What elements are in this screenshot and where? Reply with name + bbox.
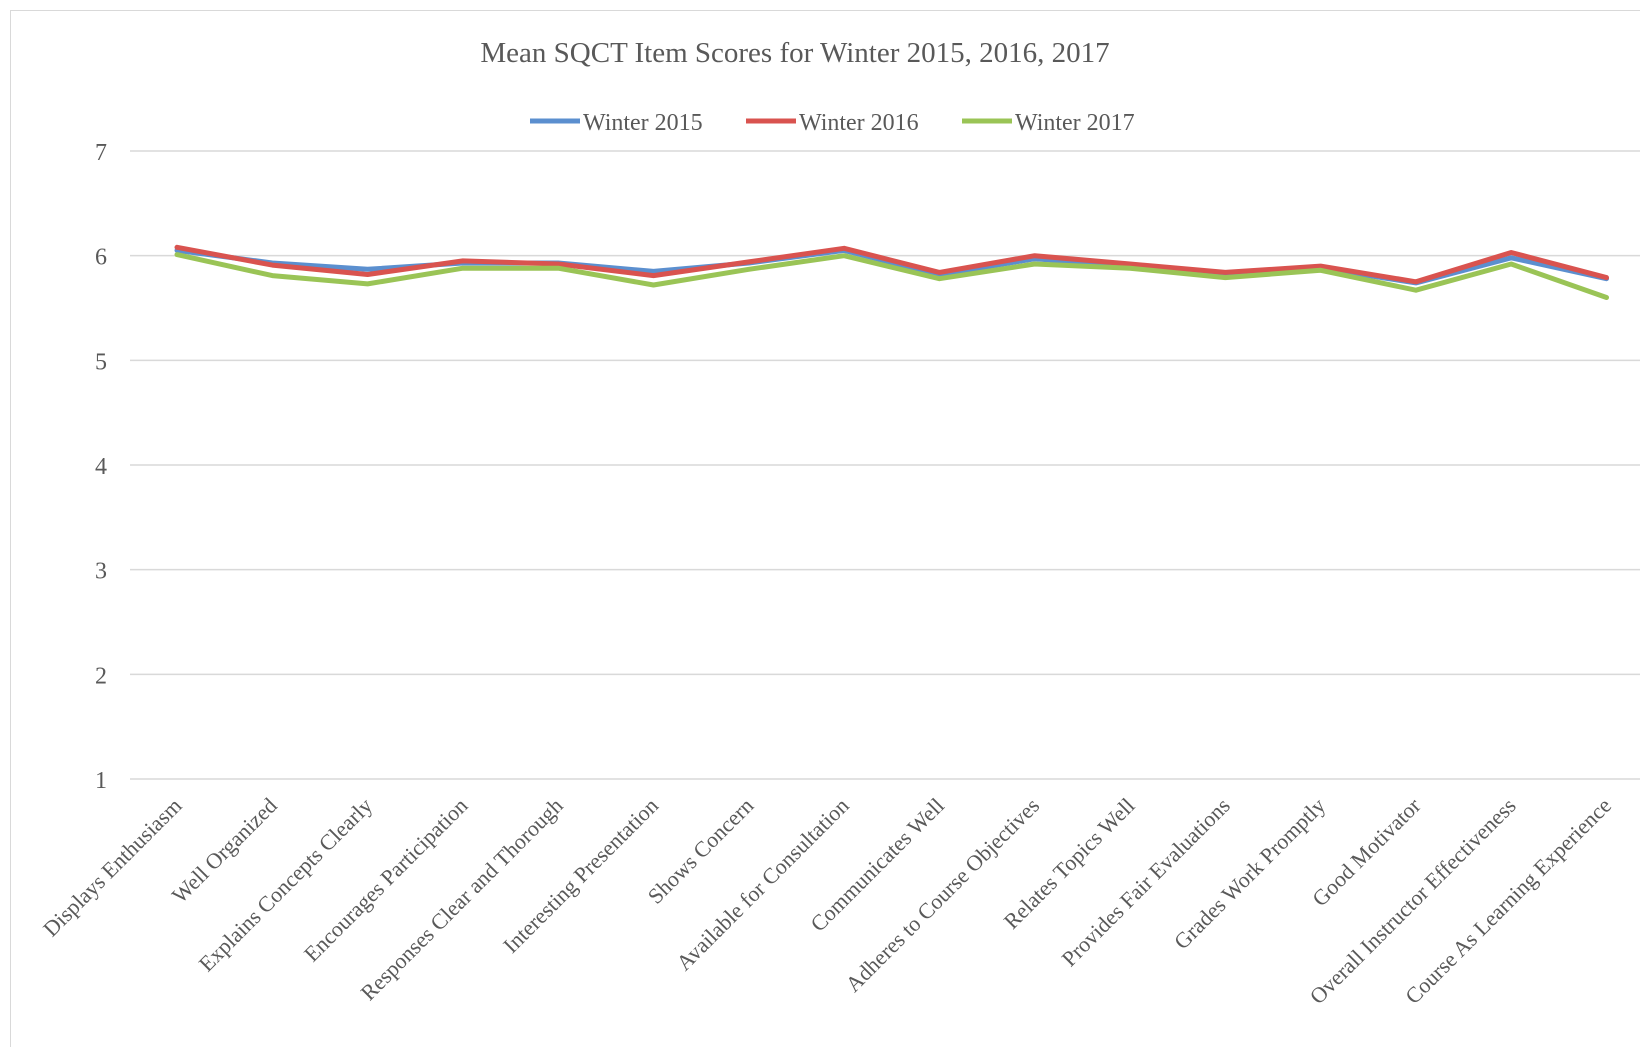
x-category-label: Encourages Participation xyxy=(299,793,473,967)
series-line-winter-2016 xyxy=(174,244,1609,285)
y-tick-label-2: 2 xyxy=(95,663,107,689)
legend-item-winter-2016: Winter 2016 xyxy=(746,110,919,136)
chart-frame xyxy=(10,10,1640,1047)
legend-label-winter-2017: Winter 2017 xyxy=(1015,110,1135,136)
y-tick-label-4: 4 xyxy=(95,454,107,480)
legend-label-winter-2016: Winter 2016 xyxy=(799,110,919,136)
series-lines xyxy=(174,244,1609,300)
x-category-label: Course As Learning Experience xyxy=(1400,793,1616,1009)
legend-item-winter-2015: Winter 2015 xyxy=(530,110,703,136)
y-axis-ticks: 1 2 3 4 5 6 7 xyxy=(95,140,107,794)
legend-label-winter-2015: Winter 2015 xyxy=(583,110,703,136)
x-category-label: Displays Enthusiasm xyxy=(38,793,187,942)
gridlines xyxy=(130,150,1640,780)
x-category-label: Provides Fair Evaluations xyxy=(1056,793,1234,971)
y-tick-label-3: 3 xyxy=(95,559,107,585)
x-category-label: Overall Instructor Effectiveness xyxy=(1305,793,1521,1009)
y-tick-label-6: 6 xyxy=(95,245,107,271)
legend: Winter 2015 Winter 2016 Winter 2017 xyxy=(530,110,1135,136)
x-category-label: Explains Concepts Clearly xyxy=(194,793,378,977)
x-category-label: Available for Consultation xyxy=(671,793,853,975)
chart-title: Mean SQCT Item Scores for Winter 2015, 2… xyxy=(480,37,1109,69)
series-line-winter-2017 xyxy=(174,252,1609,300)
y-tick-label-5: 5 xyxy=(95,349,107,375)
x-category-label: Responses Clear and Thorough xyxy=(355,793,567,1005)
y-tick-label-7: 7 xyxy=(95,140,107,166)
legend-item-winter-2017: Winter 2017 xyxy=(962,110,1135,136)
y-tick-label-1: 1 xyxy=(95,768,107,794)
x-category-label: Interesting Presentation xyxy=(498,793,663,958)
x-category-label: Adheres to Course Objectives xyxy=(840,793,1044,997)
